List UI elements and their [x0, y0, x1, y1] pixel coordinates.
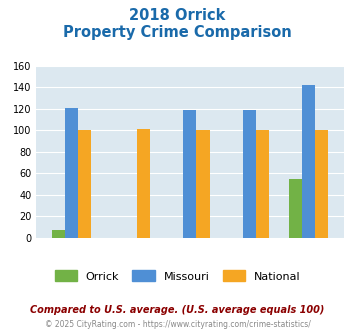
Bar [196, 130, 209, 238]
Bar [315, 130, 328, 238]
Text: © 2025 CityRating.com - https://www.cityrating.com/crime-statistics/: © 2025 CityRating.com - https://www.city… [45, 320, 310, 329]
Legend: Orrick, Missouri, National: Orrick, Missouri, National [55, 270, 300, 281]
Bar [51, 230, 65, 238]
Bar [65, 108, 78, 238]
Bar [302, 85, 315, 238]
Bar [184, 110, 196, 238]
Bar [256, 130, 269, 238]
Text: Compared to U.S. average. (U.S. average equals 100): Compared to U.S. average. (U.S. average … [30, 305, 325, 315]
Bar [289, 179, 302, 238]
Bar [137, 129, 150, 238]
Text: 2018 Orrick: 2018 Orrick [129, 8, 226, 23]
Text: Property Crime Comparison: Property Crime Comparison [63, 25, 292, 40]
Bar [78, 130, 91, 238]
Bar [243, 110, 256, 238]
